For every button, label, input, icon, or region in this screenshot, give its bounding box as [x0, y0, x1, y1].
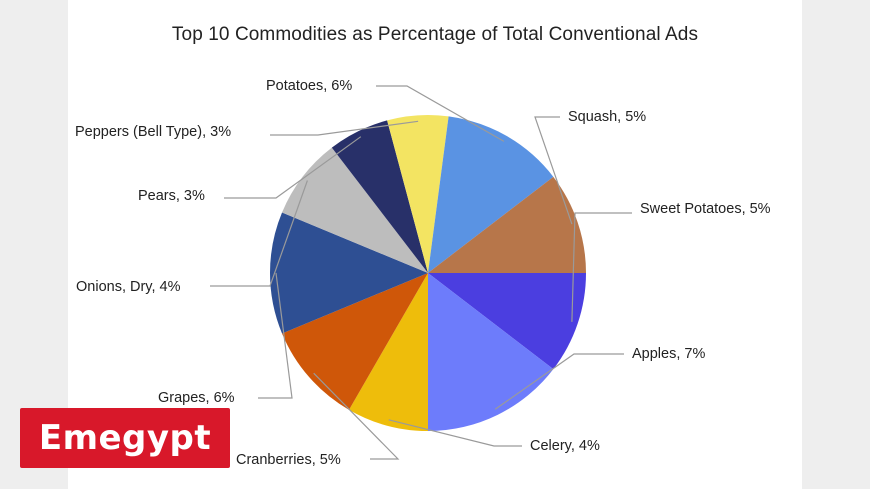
- slice-label: Potatoes, 6%: [266, 78, 352, 94]
- leader-line: [376, 85, 505, 142]
- leader-line: [494, 353, 624, 410]
- pie-slice: [349, 273, 428, 431]
- leader-line: [534, 116, 573, 225]
- leader-line: [258, 272, 293, 399]
- logo-text: Emegypt: [38, 418, 212, 458]
- emegypt-logo: Emegypt: [20, 408, 230, 468]
- slice-label: Apples, 7%: [632, 346, 705, 362]
- pie-slice: [428, 116, 554, 273]
- slice-label: Cranberries, 5%: [236, 452, 341, 468]
- pie-slice: [387, 114, 449, 273]
- leader-line: [210, 180, 308, 287]
- slice-label: Sweet Potatoes, 5%: [640, 201, 771, 217]
- pie-slice: [331, 120, 428, 273]
- pie-slice: [428, 176, 586, 273]
- leader-line: [313, 372, 400, 460]
- pie-slice: [428, 273, 554, 431]
- slice-label: Grapes, 6%: [158, 390, 235, 406]
- chart-title: Top 10 Commodities as Percentage of Tota…: [171, 24, 699, 45]
- leader-line: [270, 120, 419, 136]
- slice-label: Celery, 4%: [530, 438, 600, 454]
- leader-line: [571, 212, 632, 322]
- slice-label: Squash, 5%: [568, 109, 646, 125]
- slice-label: Onions, Dry, 4%: [76, 279, 181, 295]
- leader-line: [224, 136, 362, 199]
- leader-line: [388, 419, 522, 447]
- pie-slice: [282, 147, 428, 273]
- slice-label: Pears, 3%: [138, 188, 205, 204]
- slice-label: Peppers (Bell Type), 3%: [75, 124, 231, 140]
- pie-slice: [282, 273, 428, 410]
- pie-slice: [428, 273, 586, 370]
- pie-slice: [270, 212, 428, 334]
